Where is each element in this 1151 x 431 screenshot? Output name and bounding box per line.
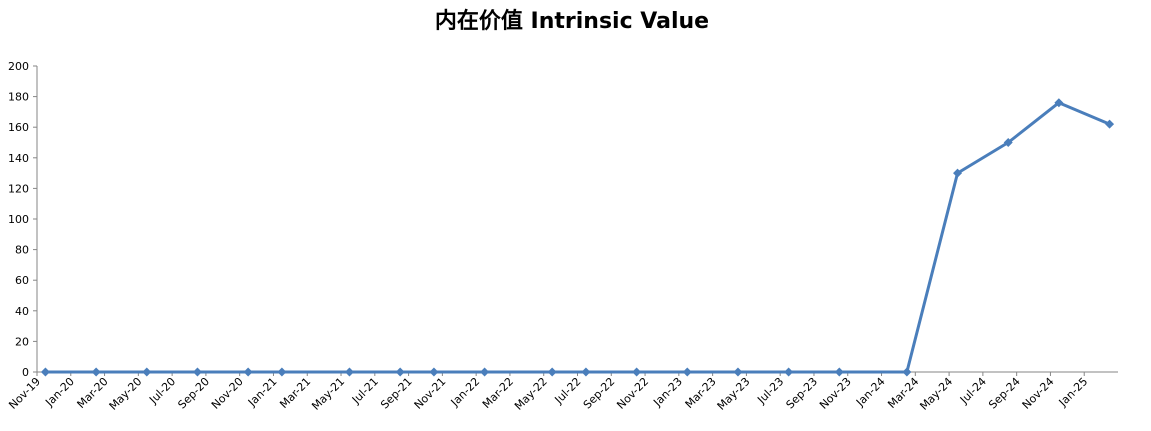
y-tick-label: 120 (8, 182, 29, 195)
x-tick-label: Nov-20 (209, 375, 246, 412)
y-tick-label: 100 (8, 213, 29, 226)
y-tick-label: 80 (15, 244, 29, 257)
x-tick-label: Jan-25 (1056, 375, 1091, 410)
point (902, 367, 912, 377)
x-tick-label: Mar-23 (683, 375, 719, 411)
point (277, 367, 287, 377)
point (834, 367, 844, 377)
y-tick-label: 140 (8, 152, 29, 165)
point (682, 367, 692, 377)
x-tick-label: Nov-19 (6, 375, 43, 412)
y-tick-label: 20 (15, 335, 29, 348)
x-tick-label: May-24 (917, 375, 955, 413)
y-tick-label: 180 (8, 91, 29, 104)
point (953, 168, 963, 178)
point (1105, 119, 1115, 129)
line (45, 101, 1111, 374)
x-tick-label: Jan-23 (650, 375, 685, 410)
point (784, 367, 794, 377)
y-tick-label: 40 (15, 305, 29, 318)
x-tick-label: Sep-23 (784, 375, 821, 412)
x-tick-label: Jul-22 (552, 375, 584, 407)
x-tick-label: May-23 (715, 375, 753, 413)
x-tick-label: Nov-22 (614, 375, 651, 412)
point (243, 367, 253, 377)
point (429, 367, 439, 377)
chart-title: 内在价值 Intrinsic Value (435, 8, 709, 34)
point (1003, 138, 1013, 147)
x-tick-label: Sep-20 (175, 375, 212, 412)
x-tick-label: May-21 (309, 375, 347, 413)
x-tick-label: Jul-20 (146, 375, 178, 407)
y-tick-label: 0 (22, 366, 29, 379)
x-tick-label: Jan-20 (42, 375, 77, 410)
point (192, 367, 202, 377)
point (632, 367, 642, 377)
x-tick-label: May-22 (512, 375, 550, 413)
point (395, 367, 405, 377)
x-tick-label: Jul-23 (754, 375, 786, 407)
x-tick-label: Jul-24 (957, 375, 989, 407)
point (344, 367, 354, 377)
x-tick-label: Sep-21 (378, 375, 415, 412)
x-tick-label: Jan-21 (245, 375, 280, 410)
x-tick-label: Jul-21 (349, 375, 381, 407)
point (1054, 98, 1064, 108)
point (142, 367, 152, 377)
x-tick-label: Mar-20 (75, 375, 111, 411)
x-tick-label: Jan-24 (853, 375, 888, 410)
y-tick-label: 60 (15, 274, 29, 287)
x-tick-label: Nov-24 (1020, 375, 1057, 412)
point (40, 367, 50, 377)
x-tick-label: May-20 (107, 375, 145, 413)
x-tick-label: Mar-21 (277, 375, 313, 411)
x-tick-label: Mar-22 (480, 375, 516, 411)
point (581, 367, 591, 377)
x-tick-label: Nov-23 (817, 375, 854, 412)
x-tick-label: Sep-22 (581, 375, 618, 412)
x-tick-label: Sep-24 (986, 375, 1023, 412)
x-tick-label: Jan-22 (448, 375, 483, 410)
x-tick-label: Mar-24 (885, 375, 921, 411)
y-tick-label: 200 (8, 60, 29, 73)
point (91, 367, 101, 377)
point (547, 367, 557, 377)
point (480, 367, 490, 377)
x-tick-label: Nov-21 (412, 375, 449, 412)
y-tick-label: 160 (8, 121, 29, 134)
point (733, 367, 743, 377)
